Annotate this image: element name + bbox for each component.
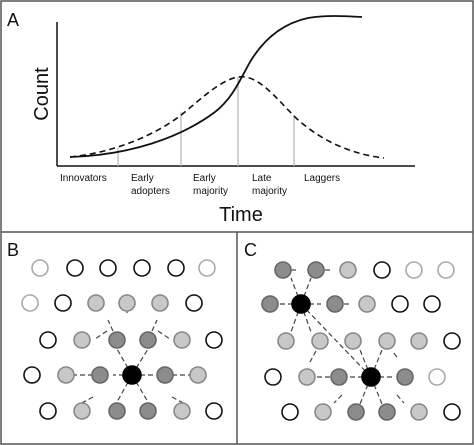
panel-c: C bbox=[244, 240, 461, 421]
network-node bbox=[39, 402, 57, 420]
network-node bbox=[21, 294, 39, 312]
network-node bbox=[139, 402, 157, 420]
diffusion-edge bbox=[131, 348, 149, 376]
seed-node bbox=[291, 294, 311, 314]
network-node bbox=[339, 261, 357, 279]
panel-b-letter: B bbox=[7, 240, 19, 260]
panel-c-nodes bbox=[261, 261, 461, 421]
network-node bbox=[410, 403, 428, 421]
y-axis-label: Count bbox=[31, 67, 53, 121]
diffusion-edge bbox=[116, 348, 133, 376]
network-node bbox=[378, 332, 396, 350]
network-node bbox=[437, 261, 455, 279]
panel-a: A Count Time Innovators Early adopters E… bbox=[7, 10, 415, 226]
network-node bbox=[189, 366, 207, 384]
network-node bbox=[281, 403, 299, 421]
diffusion-edge bbox=[396, 394, 405, 404]
network-node bbox=[274, 261, 292, 279]
network-node bbox=[87, 294, 105, 312]
diffusion-edge bbox=[94, 330, 108, 340]
network-node bbox=[156, 366, 174, 384]
network-node bbox=[151, 294, 169, 312]
network-node bbox=[378, 403, 396, 421]
network-node bbox=[314, 403, 332, 421]
network-node bbox=[118, 294, 136, 312]
diffusion-edge bbox=[300, 303, 372, 378]
phase-label-innovators: Innovators bbox=[60, 173, 107, 184]
network-node bbox=[428, 368, 446, 386]
network-node bbox=[443, 332, 461, 350]
network-node bbox=[261, 295, 279, 313]
network-node bbox=[277, 332, 295, 350]
network-node bbox=[173, 331, 191, 349]
diffusion-edge bbox=[157, 330, 171, 340]
cumulative-adoption-curve bbox=[69, 15, 363, 158]
diffusion-edge bbox=[333, 394, 343, 404]
diffusion-edge bbox=[151, 319, 158, 332]
network-node bbox=[344, 332, 362, 350]
network-node bbox=[391, 295, 409, 313]
network-node bbox=[298, 368, 316, 386]
network-node bbox=[133, 259, 151, 277]
network-node bbox=[405, 261, 423, 279]
network-node bbox=[73, 331, 91, 349]
network-node bbox=[66, 259, 84, 277]
phase-label-early-majority: Early majority bbox=[193, 173, 228, 197]
network-node bbox=[39, 331, 57, 349]
network-node bbox=[326, 295, 344, 313]
network-node bbox=[73, 402, 91, 420]
panel-b-edges bbox=[74, 305, 191, 405]
seed-node bbox=[122, 365, 142, 385]
network-node bbox=[307, 261, 325, 279]
network-node bbox=[108, 331, 126, 349]
network-node bbox=[443, 403, 461, 421]
network-node bbox=[57, 366, 75, 384]
panel-b: B bbox=[7, 240, 223, 420]
network-node bbox=[330, 368, 348, 386]
diffusion-edge bbox=[391, 350, 398, 358]
phase-label-laggers: Laggers bbox=[304, 173, 340, 184]
network-node bbox=[99, 259, 117, 277]
network-node bbox=[185, 294, 203, 312]
panel-b-nodes bbox=[21, 259, 223, 420]
diffusion-edge bbox=[116, 374, 133, 403]
network-node bbox=[54, 294, 72, 312]
phase-label-late-majority: Late majority bbox=[252, 173, 287, 197]
network-node bbox=[205, 331, 223, 349]
network-node bbox=[139, 331, 157, 349]
network-node bbox=[91, 366, 109, 384]
network-node bbox=[167, 259, 185, 277]
network-node bbox=[108, 402, 126, 420]
diffusion-edge bbox=[309, 350, 317, 363]
seed-node bbox=[361, 367, 381, 387]
network-node bbox=[358, 295, 376, 313]
network-node bbox=[173, 402, 191, 420]
network-node bbox=[396, 368, 414, 386]
diffusion-edge bbox=[131, 374, 149, 403]
network-node bbox=[410, 332, 428, 350]
network-node bbox=[423, 295, 441, 313]
phase-label-early-adopters: Early adopters bbox=[131, 173, 170, 197]
x-axis-label: Time bbox=[219, 204, 263, 226]
network-node bbox=[373, 261, 391, 279]
new-adopters-curve bbox=[69, 76, 385, 159]
network-node bbox=[205, 402, 223, 420]
panel-c-letter: C bbox=[244, 240, 257, 260]
network-node bbox=[23, 366, 41, 384]
network-node bbox=[311, 332, 329, 350]
network-node bbox=[198, 259, 216, 277]
network-node bbox=[31, 259, 49, 277]
diffusion-edge bbox=[107, 319, 114, 332]
network-node bbox=[264, 368, 282, 386]
network-node bbox=[347, 403, 365, 421]
panel-a-letter: A bbox=[7, 10, 19, 30]
